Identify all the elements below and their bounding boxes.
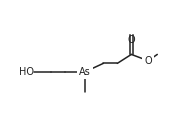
Text: As: As: [79, 67, 91, 77]
Text: HO: HO: [19, 67, 34, 77]
Text: O: O: [128, 35, 135, 45]
Text: O: O: [144, 56, 152, 66]
